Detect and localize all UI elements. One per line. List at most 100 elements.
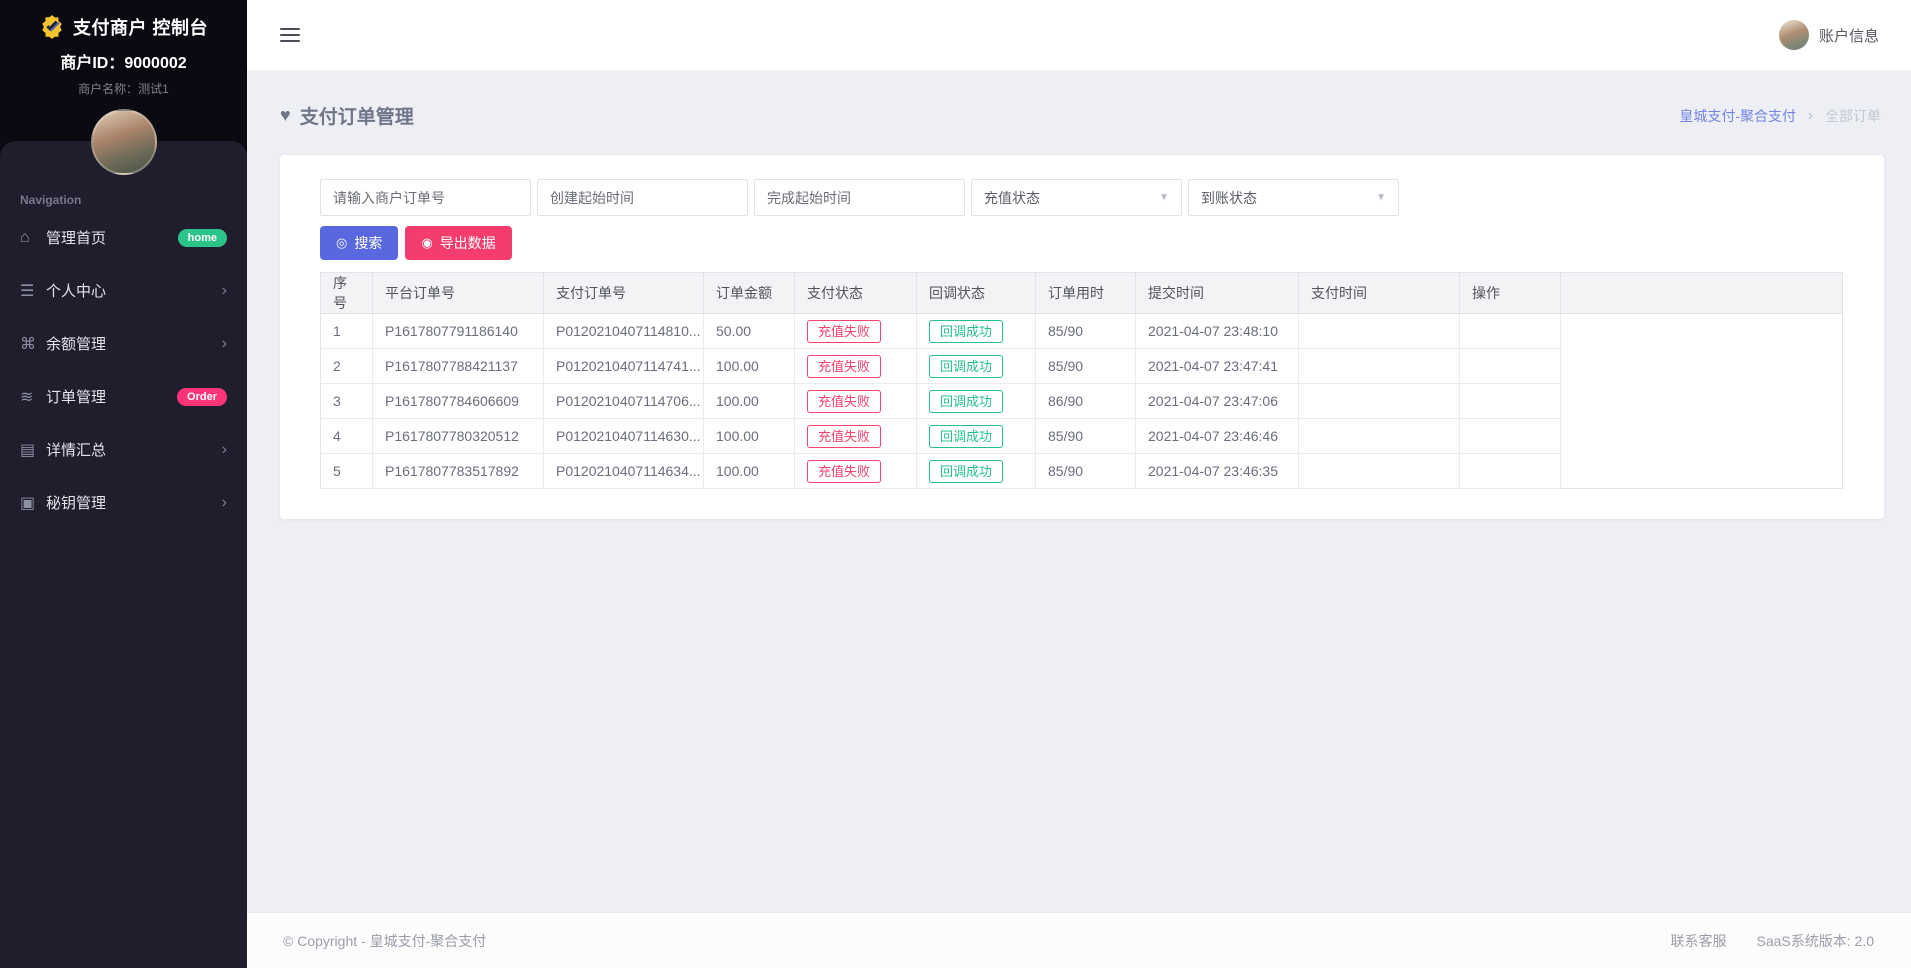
cell-index: 1 (320, 313, 373, 349)
cell-platform-no: P1617807791186140 (372, 313, 544, 349)
col-amount: 订单金额 (703, 272, 795, 314)
export-button-label: 导出数据 (439, 235, 496, 251)
callback-status-badge: 回调成功 (929, 354, 1004, 378)
pay-status-badge: 充值失败 (807, 389, 882, 413)
saas-version-text: SaaS系统版本: 2.0 (1756, 932, 1875, 949)
caret-down-icon: ▼ (1376, 192, 1386, 203)
menu-toggle-icon[interactable] (280, 24, 300, 46)
cell-actions (1459, 313, 1561, 349)
cell-index: 2 (320, 348, 373, 384)
cell-callback-status: 回调成功 (916, 383, 1036, 419)
logo-gear-check-icon (39, 14, 65, 40)
contact-support-link[interactable]: 联系客服 (1670, 932, 1727, 949)
col-callback-status: 回调状态 (916, 272, 1036, 314)
table-row: 1 P1617807791186140 P0120210407114810...… (320, 313, 1843, 489)
sidebar-item-secret-keys[interactable]: ▣ 秘钥管理 › (0, 476, 247, 529)
cell-index: 5 (320, 453, 373, 489)
cell-actions (1459, 453, 1561, 489)
action-buttons: ◎ 搜索 ◉ 导出数据 (320, 226, 1843, 260)
page-title: ♥ 支付订单管理 (280, 102, 414, 129)
orders-card: 充值状态 ▼ 到账状态 ▼ ◎ 搜索 ◉ 导出数据 (280, 155, 1884, 519)
page-title-text: 支付订单管理 (299, 107, 414, 128)
cell-pay-time (1298, 383, 1460, 419)
col-platform-order-no: 平台订单号 (372, 272, 544, 314)
order-badge: Order (177, 387, 227, 406)
col-index: 序号 (320, 272, 373, 314)
finish-start-time-input[interactable] (754, 179, 965, 216)
cell-submit-time: 2021-04-07 23:47:06 (1135, 383, 1299, 419)
cell-platform-no: P1617807780320512 (372, 418, 544, 454)
footer: © Copyright - 皇城支付-聚合支付 联系客服 SaaS系统版本: 2… (247, 912, 1911, 968)
pay-status-badge: 充值失败 (807, 459, 882, 483)
pay-status-badge: 充值失败 (807, 319, 882, 343)
cell-amount: 100.00 (703, 453, 795, 489)
user-avatar (90, 109, 157, 175)
breadcrumb-separator-icon: › (1808, 107, 1813, 124)
sidebar-nav: Navigation ⌂ 管理首页 home ☰ 个人中心 › ⌘ 余额管理 ›… (0, 141, 247, 968)
recharge-status-value: 充值状态 (984, 189, 1040, 206)
breadcrumb-link[interactable]: 皇城支付-聚合支付 (1679, 107, 1796, 124)
cell-duration: 85/90 (1035, 418, 1136, 454)
cell-pay-no: P0120210407114634... (543, 453, 704, 489)
col-actions: 操作 (1459, 272, 1561, 314)
cell-pay-status: 充值失败 (794, 348, 917, 384)
sidebar-item-dashboard[interactable]: ⌂ 管理首页 home (0, 211, 247, 264)
sidebar: 支付商户 控制台 商户ID：9000002 商户名称：测试1 Navigatio… (0, 0, 247, 968)
cell-pay-status: 充值失败 (794, 313, 917, 349)
cell-actions (1459, 348, 1561, 384)
cell-pay-no: P0120210407114706... (543, 383, 704, 419)
cell-pay-no: P0120210407114630... (543, 418, 704, 454)
sidebar-item-summary[interactable]: ▤ 详情汇总 › (0, 423, 247, 476)
cell-submit-time: 2021-04-07 23:48:10 (1135, 313, 1299, 349)
table-row: 5 P1617807783517892 P0120210407114634...… (320, 453, 1843, 489)
cell-pay-status: 充值失败 (794, 418, 917, 454)
cell-platform-no: P1617807783517892 (372, 453, 544, 489)
chevron-right-icon: › (221, 334, 227, 352)
cell-callback-status: 回调成功 (916, 418, 1036, 454)
sidebar-item-label: 详情汇总 (46, 442, 107, 459)
orders-table: 序号 平台订单号 支付订单号 订单金额 支付状态 回调状态 订单用时 提交时间 … (320, 272, 1843, 489)
app-title: 支付商户 控制台 (72, 18, 208, 38)
cell-index: 4 (320, 418, 373, 454)
export-data-button[interactable]: ◉ 导出数据 (405, 226, 512, 260)
page-content: ♥ 支付订单管理 皇城支付-聚合支付 › 全部订单 充值状态 ▼ 到账状态 (247, 70, 1911, 912)
cell-amount: 100.00 (703, 348, 795, 384)
cell-actions (1459, 418, 1561, 454)
caret-down-icon: ▼ (1159, 192, 1169, 203)
table-row: 4 P1617807780320512 P0120210407114630...… (320, 418, 1843, 454)
account-info-button[interactable]: 账户信息 (1778, 20, 1879, 50)
arrival-status-select[interactable]: 到账状态 ▼ (1188, 179, 1399, 216)
filter-bar: 充值状态 ▼ 到账状态 ▼ (320, 179, 1843, 216)
breadcrumb: 皇城支付-聚合支付 › 全部订单 (1679, 106, 1881, 126)
pay-status-badge: 充值失败 (807, 354, 882, 378)
merchant-name: 商户名称：测试1 (78, 82, 169, 96)
sidebar-item-orders[interactable]: ≋ 订单管理 Order (0, 370, 247, 423)
topbar: 账户信息 (247, 0, 1911, 70)
create-start-time-input[interactable] (537, 179, 748, 216)
search-button-label: 搜索 (354, 235, 383, 251)
command-icon: ⌘ (20, 335, 36, 353)
cell-amount: 50.00 (703, 313, 795, 349)
cell-spacer (1560, 313, 1843, 489)
sidebar-item-label: 余额管理 (46, 336, 107, 353)
sidebar-item-profile[interactable]: ☰ 个人中心 › (0, 264, 247, 317)
chevron-right-icon: › (221, 440, 227, 458)
sidebar-item-label: 个人中心 (46, 283, 107, 300)
cell-pay-status: 充值失败 (794, 453, 917, 489)
key-icon: ▣ (20, 494, 36, 512)
document-icon: ▤ (20, 441, 36, 459)
list-icon: ☰ (20, 282, 35, 300)
recharge-status-select[interactable]: 充值状态 ▼ (971, 179, 1182, 216)
col-pay-order-no: 支付订单号 (543, 272, 704, 314)
merchant-id: 商户ID：9000002 (60, 55, 187, 72)
cell-callback-status: 回调成功 (916, 313, 1036, 349)
sidebar-item-balance[interactable]: ⌘ 余额管理 › (0, 317, 247, 370)
callback-status-badge: 回调成功 (929, 424, 1004, 448)
table-row: 3 P1617807784606609 P0120210407114706...… (320, 383, 1843, 419)
sidebar-item-label: 秘钥管理 (46, 495, 107, 512)
merchant-order-no-input[interactable] (320, 179, 531, 216)
home-badge: home (177, 228, 227, 247)
cell-platform-no: P1617807784606609 (372, 383, 544, 419)
account-label: 账户信息 (1818, 27, 1879, 45)
search-button[interactable]: ◎ 搜索 (320, 226, 399, 260)
